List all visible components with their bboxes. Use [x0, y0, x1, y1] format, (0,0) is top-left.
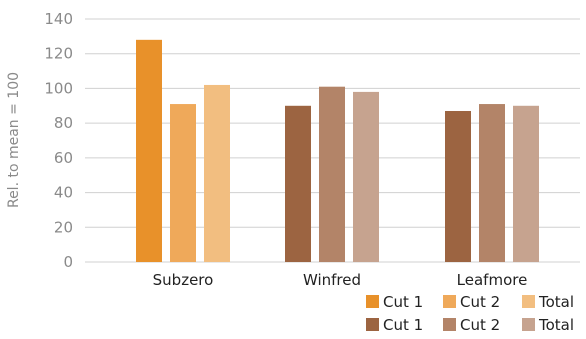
y-tick-label: 80	[54, 114, 73, 132]
legend-swatch	[366, 295, 379, 308]
bar-leafmore-cut-2	[479, 104, 505, 262]
legend-label: Cut 1	[383, 293, 423, 311]
y-tick-label: 60	[54, 149, 73, 167]
y-tick-label: 140	[44, 10, 73, 28]
bar-winfred-cut-2	[319, 86, 345, 262]
legend-label: Cut 2	[460, 316, 500, 334]
bar-winfred-total	[353, 91, 379, 263]
bar-leafmore-total	[513, 105, 539, 263]
bar-leafmore-cut-1	[445, 110, 471, 262]
bar-winfred-cut-1	[285, 105, 311, 263]
legend-swatch	[522, 295, 535, 308]
legend-swatch	[443, 318, 456, 331]
bar-subzero-cut-2	[170, 104, 196, 262]
y-tick-label: 100	[44, 79, 73, 97]
legend-swatch	[522, 318, 535, 331]
y-tick-label: 20	[54, 218, 73, 236]
bar-subzero-total	[204, 84, 230, 262]
category-label: Winfred	[303, 271, 361, 289]
legend-swatch	[443, 295, 456, 308]
legend-label: Total	[538, 293, 574, 311]
y-tick-label: 120	[44, 45, 73, 63]
bar-subzero-cut-1	[136, 39, 162, 263]
legend-label: Cut 2	[460, 293, 500, 311]
legend-swatch	[366, 318, 379, 331]
bars	[136, 39, 539, 263]
y-tick-label: 40	[54, 184, 73, 202]
legend-label: Cut 1	[383, 316, 423, 334]
legend: Cut 1 Cut 2 Total Cut 1 Cut 2 Total	[366, 293, 574, 334]
category-labels: Subzero Winfred Leafmore	[153, 271, 528, 289]
category-label: Leafmore	[457, 271, 528, 289]
y-axis-title: Rel. to mean = 100	[6, 72, 22, 208]
y-axis-ticks: 0 20 40 60 80 100 120 140	[44, 10, 73, 271]
category-label: Subzero	[153, 271, 214, 289]
legend-label: Total	[538, 316, 574, 334]
y-tick-label: 0	[63, 253, 73, 271]
